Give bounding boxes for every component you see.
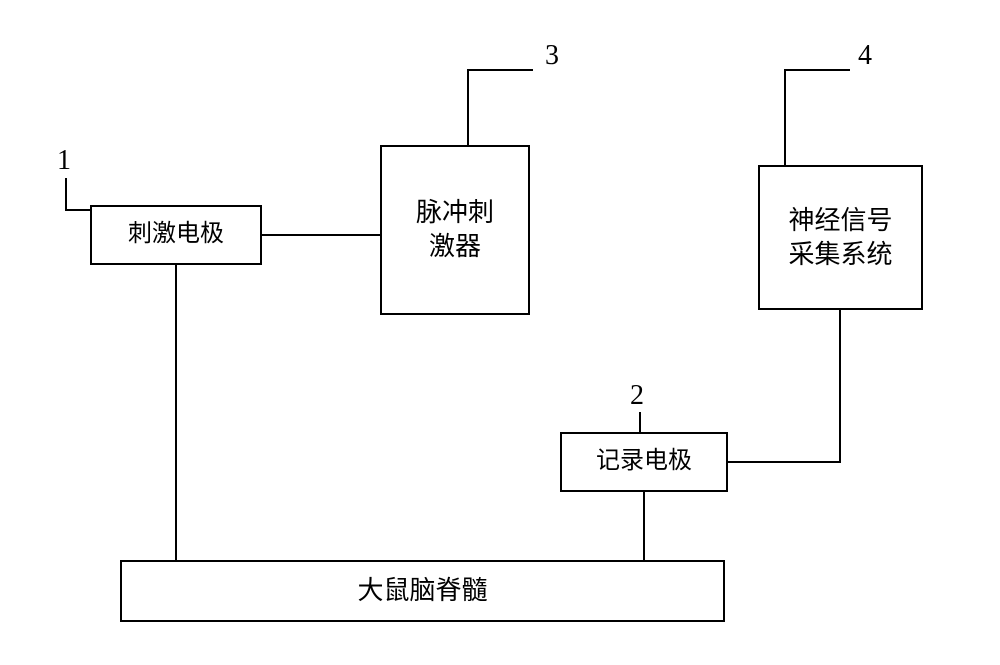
node-stimulation-electrode: 刺激电极 <box>90 205 262 265</box>
node-rat-spinal-cord: 大鼠脑脊髓 <box>120 560 725 622</box>
reference-label-1: 1 <box>57 145 71 177</box>
connector-box4-box2 <box>728 310 840 462</box>
reference-label-4: 4 <box>858 40 872 72</box>
leader-line-4 <box>785 70 850 165</box>
node-neural-signal-system: 神经信号采集系统 <box>758 165 923 310</box>
leader-line-3 <box>468 70 533 145</box>
reference-label-3: 3 <box>545 40 559 72</box>
node-pulse-stimulator: 脉冲刺激器 <box>380 145 530 315</box>
leader-line-1 <box>66 178 90 210</box>
reference-label-2: 2 <box>630 380 644 412</box>
node-recording-electrode: 记录电极 <box>560 432 728 492</box>
